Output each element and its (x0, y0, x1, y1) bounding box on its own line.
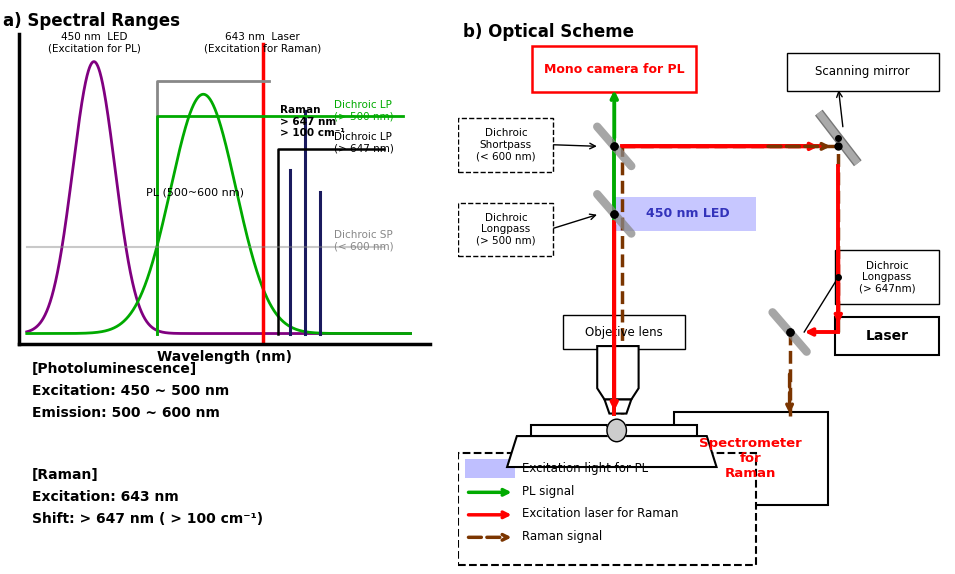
Text: [Photoluminescence]
Excitation: 450 ~ 500 nm
Emission: 500 ~ 600 nm: [Photoluminescence] Excitation: 450 ~ 50… (32, 362, 229, 420)
Text: Dichroic
Shortpass
(< 600 nm): Dichroic Shortpass (< 600 nm) (477, 129, 536, 161)
Text: Excitation laser for Raman: Excitation laser for Raman (521, 507, 678, 520)
Text: Laser: Laser (865, 329, 908, 343)
FancyBboxPatch shape (673, 412, 828, 505)
FancyBboxPatch shape (458, 453, 755, 565)
Text: Dichroic
Longpass
(> 500 nm): Dichroic Longpass (> 500 nm) (477, 213, 536, 246)
Text: Dichroic LP
(> 647 nm): Dichroic LP (> 647 nm) (334, 133, 393, 154)
FancyBboxPatch shape (614, 197, 755, 231)
Text: Mono camera for PL: Mono camera for PL (544, 63, 685, 76)
Text: 450 nm  LED
(Excitation for PL): 450 nm LED (Excitation for PL) (48, 32, 140, 53)
Text: PL signal: PL signal (521, 484, 574, 498)
Text: Excitation light for PL: Excitation light for PL (521, 462, 647, 475)
Polygon shape (605, 400, 631, 413)
Text: 643 nm  Laser
(Excitation for Raman): 643 nm Laser (Excitation for Raman) (204, 32, 322, 53)
FancyBboxPatch shape (563, 315, 685, 349)
Text: Dichroic SP
(< 600 nm): Dichroic SP (< 600 nm) (334, 230, 393, 252)
Text: Objetive lens: Objetive lens (585, 325, 663, 339)
FancyBboxPatch shape (533, 46, 696, 92)
Text: Raman
> 647 nm
> 100 cm⁻¹: Raman > 647 nm > 100 cm⁻¹ (280, 105, 345, 138)
Polygon shape (597, 346, 639, 400)
Text: Spectrometer
for
Raman: Spectrometer for Raman (699, 437, 802, 480)
FancyBboxPatch shape (836, 250, 939, 304)
Circle shape (607, 419, 626, 442)
FancyBboxPatch shape (836, 317, 939, 355)
Text: a) Spectral Ranges: a) Spectral Ranges (3, 12, 180, 30)
FancyBboxPatch shape (465, 459, 516, 478)
Text: Dichroic
Longpass
(> 647nm): Dichroic Longpass (> 647nm) (859, 261, 915, 294)
Text: Raman signal: Raman signal (521, 530, 602, 542)
Text: Dichroic LP
(> 500 nm): Dichroic LP (> 500 nm) (334, 100, 393, 121)
FancyBboxPatch shape (458, 203, 553, 256)
Polygon shape (507, 436, 716, 467)
Text: 450 nm LED: 450 nm LED (646, 207, 729, 220)
Text: PL (500~600 nm): PL (500~600 nm) (146, 187, 244, 197)
Polygon shape (531, 425, 697, 436)
Text: [Raman]
Excitation: 643 nm
Shift: > 647 nm ( > 100 cm⁻¹): [Raman] Excitation: 643 nm Shift: > 647 … (32, 468, 263, 526)
Text: Scanning mirror: Scanning mirror (816, 65, 910, 78)
Text: b) Optical Scheme: b) Optical Scheme (463, 22, 634, 41)
X-axis label: Wavelength (nm): Wavelength (nm) (157, 350, 292, 364)
FancyBboxPatch shape (458, 118, 553, 172)
FancyBboxPatch shape (787, 53, 939, 91)
